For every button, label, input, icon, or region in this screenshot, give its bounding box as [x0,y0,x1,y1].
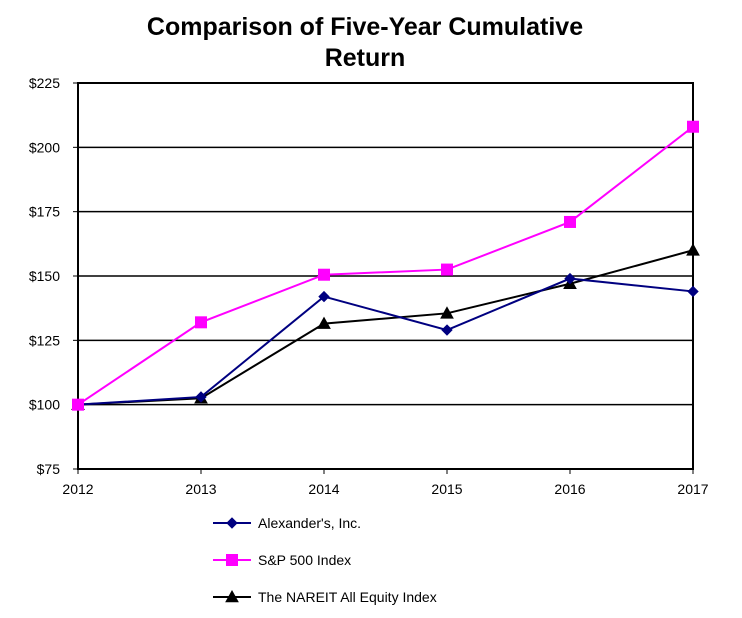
series-1-point-2013 [195,316,207,329]
series-1-point-2017 [687,120,699,133]
legend-label-2: The NAREIT All Equity Index [258,589,437,605]
y-tick-label: $75 [37,461,61,477]
series-1-point-2016 [564,215,576,228]
y-tick-label: $200 [29,139,60,155]
series-0-point-2015 [441,324,453,336]
series-line-0 [77,277,694,406]
chart-title: Comparison of Five-Year Cumulative Retur… [0,12,730,74]
legend-marker-1 [226,554,238,566]
y-tick-label: $175 [29,204,60,220]
y-tick-label: $150 [29,268,60,284]
x-tick-label: 2015 [431,481,462,497]
x-tick-label: 2016 [554,481,585,497]
legend-label-0: Alexander's, Inc. [258,515,361,531]
series-2-point-2014 [317,316,331,329]
x-tick-label: 2012 [62,481,93,497]
series-0-point-2016 [564,272,576,285]
y-tick-label: $125 [29,332,60,348]
series-2-point-2015 [440,306,454,319]
x-tick-label: 2013 [185,481,216,497]
y-tick-label: $100 [29,397,60,413]
chart-title-line-1: Comparison of Five-Year Cumulative [146,13,584,41]
series-1-point-2015 [441,263,453,276]
series-line-1 [77,125,694,406]
legend-marker-0 [226,517,238,529]
series-1-point-2014 [318,268,330,281]
series-0-point-2013 [195,391,207,403]
chart-title-line-2: Return [324,44,406,72]
series-0-point-2017 [687,285,699,298]
y-tick-label: $225 [29,75,60,91]
series-0-point-2014 [318,290,330,303]
legend-marker-2 [225,589,239,603]
x-tick-label: 2017 [677,481,708,497]
x-tick-label: 2014 [308,481,339,497]
series-1-point-2012 [72,398,84,411]
legend-label-1: S&P 500 Index [258,552,351,568]
series-line-2 [77,249,694,406]
series-2-point-2017 [686,243,700,256]
